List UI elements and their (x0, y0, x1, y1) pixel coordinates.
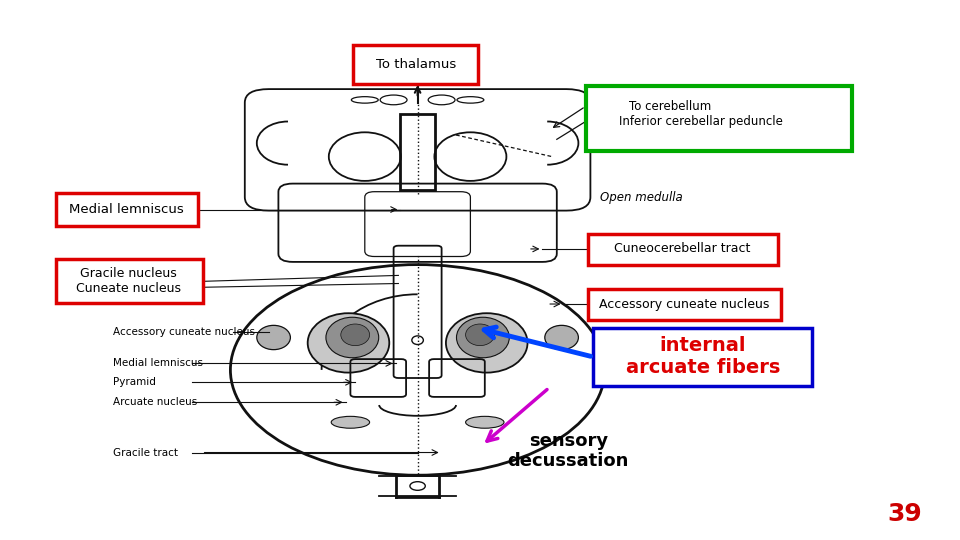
Text: Medial lemniscus: Medial lemniscus (113, 359, 204, 368)
Ellipse shape (326, 317, 378, 357)
Text: internal
arcuate fibers: internal arcuate fibers (626, 336, 780, 377)
Text: Gracile tract: Gracile tract (113, 448, 179, 457)
Ellipse shape (307, 313, 390, 373)
Text: Arcuate nucleus: Arcuate nucleus (113, 397, 198, 407)
Text: Accessory cuneate nucleus: Accessory cuneate nucleus (599, 298, 770, 310)
Text: Accessory cuneate nucleus: Accessory cuneate nucleus (113, 327, 255, 337)
Text: Gracile nucleus
Cuneate nucleus: Gracile nucleus Cuneate nucleus (76, 267, 181, 295)
Ellipse shape (544, 325, 578, 350)
Ellipse shape (445, 313, 528, 373)
FancyBboxPatch shape (56, 193, 198, 226)
Text: Inferior cerebellar peduncle: Inferior cerebellar peduncle (619, 115, 783, 128)
FancyBboxPatch shape (56, 259, 203, 303)
FancyBboxPatch shape (588, 234, 778, 265)
Ellipse shape (331, 416, 370, 428)
Ellipse shape (257, 325, 291, 350)
Ellipse shape (457, 317, 509, 357)
FancyBboxPatch shape (593, 328, 812, 386)
Text: Medial lemniscus: Medial lemniscus (69, 203, 184, 216)
Text: Pyramid: Pyramid (113, 377, 156, 387)
FancyBboxPatch shape (588, 289, 781, 320)
Text: 39: 39 (887, 502, 922, 526)
Text: Open medulla: Open medulla (600, 191, 683, 204)
Circle shape (410, 482, 425, 490)
Text: sensory
decussation: sensory decussation (508, 431, 629, 470)
Text: Cuneocerebellar tract: Cuneocerebellar tract (614, 242, 751, 255)
Text: To thalamus: To thalamus (375, 58, 456, 71)
Text: To cerebellum: To cerebellum (629, 100, 711, 113)
Ellipse shape (341, 324, 370, 346)
Ellipse shape (466, 416, 504, 428)
FancyBboxPatch shape (353, 45, 478, 84)
Ellipse shape (466, 324, 494, 346)
FancyBboxPatch shape (586, 86, 852, 151)
